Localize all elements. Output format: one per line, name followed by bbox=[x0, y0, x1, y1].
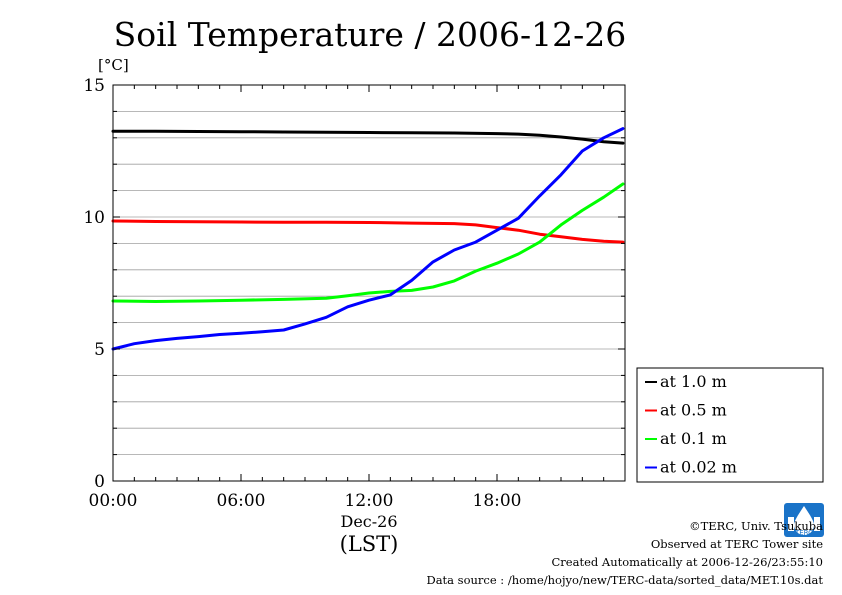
x-date-label: Dec-26 bbox=[340, 512, 397, 531]
legend-label: at 1.0 m bbox=[660, 372, 727, 391]
terc-logo: TERC bbox=[784, 503, 824, 537]
legend-item: at 0.1 m bbox=[645, 429, 727, 448]
y-tick-label: 15 bbox=[83, 76, 105, 96]
legend: at 1.0 m at 0.5 m at 0.1 m at 0.02 m bbox=[636, 367, 824, 483]
legend-item: at 1.0 m bbox=[645, 372, 727, 391]
legend-item: at 0.5 m bbox=[645, 401, 727, 420]
logo-text: TERC bbox=[794, 529, 813, 537]
y-unit-label: [°C] bbox=[98, 56, 129, 74]
legend-label: at 0.1 m bbox=[660, 429, 727, 448]
credit-created: Created Automatically at 2006-12-26/23:5… bbox=[552, 555, 824, 569]
legend-label: at 0.5 m bbox=[660, 401, 727, 420]
series-line-2 bbox=[111, 182, 625, 303]
x-tick-label: 18:00 bbox=[473, 491, 522, 511]
legend-box bbox=[636, 367, 824, 483]
grid-lines bbox=[113, 111, 625, 456]
x-tick-label: 00:00 bbox=[89, 491, 138, 511]
credit-copyright: ©TERC, Univ. Tsukuba bbox=[689, 519, 823, 533]
series-line-3 bbox=[111, 127, 625, 351]
chart-title: Soil Temperature / 2006-12-26 bbox=[114, 15, 627, 54]
series-line-0 bbox=[111, 129, 625, 145]
x-timezone-label: (LST) bbox=[340, 532, 399, 556]
y-tick-label: 10 bbox=[83, 208, 105, 228]
legend-label: at 0.02 m bbox=[660, 458, 737, 477]
credit-observed: Observed at TERC Tower site bbox=[651, 537, 823, 551]
credit-source: Data source : /home/hojyo/new/TERC-data/… bbox=[426, 573, 823, 587]
x-tick-label: 06:00 bbox=[217, 491, 266, 511]
x-tick-label: 12:00 bbox=[345, 491, 394, 511]
y-tick-label: 5 bbox=[94, 340, 105, 360]
y-tick-label: 0 bbox=[94, 472, 105, 492]
legend-item: at 0.02 m bbox=[645, 458, 737, 477]
plot-frame bbox=[112, 84, 626, 482]
axes: 0 5 10 15 00:00 06:00 12:00 18:00 bbox=[83, 76, 626, 511]
plot-series bbox=[111, 127, 625, 351]
series-line-1 bbox=[111, 219, 625, 244]
